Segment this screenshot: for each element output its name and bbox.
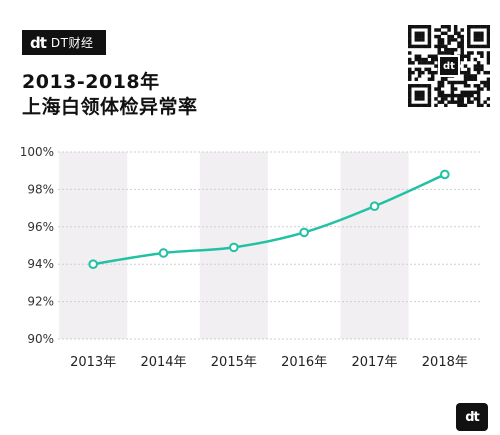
background-band (340, 152, 409, 339)
y-tick-label: 98% (27, 182, 54, 196)
x-tick-label: 2018年 (422, 355, 468, 370)
logo-text: DT财经 (50, 36, 94, 50)
y-tick-label: 100% (20, 145, 54, 159)
qr-code: dt (408, 25, 491, 108)
x-tick-label: 2015年 (211, 355, 257, 370)
x-tick-label: 2013年 (70, 355, 116, 370)
data-point (229, 242, 239, 253)
y-tick-label: 90% (27, 332, 54, 346)
y-tick-label: 94% (27, 257, 54, 271)
chart-title: 2013-2018年 上海白领体检异常率 (22, 70, 198, 120)
x-tick-label: 2016年 (281, 355, 327, 370)
data-point (158, 248, 169, 258)
logo-mark: dt (30, 33, 47, 52)
data-point (440, 169, 450, 180)
data-point (369, 201, 380, 212)
background-band (59, 152, 128, 339)
chart-title-line-2: 上海白领体检异常率 (22, 96, 198, 118)
x-tick-label: 2014年 (140, 355, 186, 370)
y-tick-label: 96% (27, 220, 54, 234)
data-point (299, 227, 309, 238)
corner-logo-badge: dt (456, 403, 488, 431)
qr-center-logo: dt (438, 55, 460, 77)
data-point (88, 259, 98, 270)
x-tick-label: 2017年 (351, 355, 397, 370)
series-line (92, 173, 446, 266)
chart-title-line-1: 2013-2018年 (22, 71, 160, 93)
logo: dt DT财经 (22, 30, 106, 55)
y-tick-label: 92% (27, 295, 54, 309)
